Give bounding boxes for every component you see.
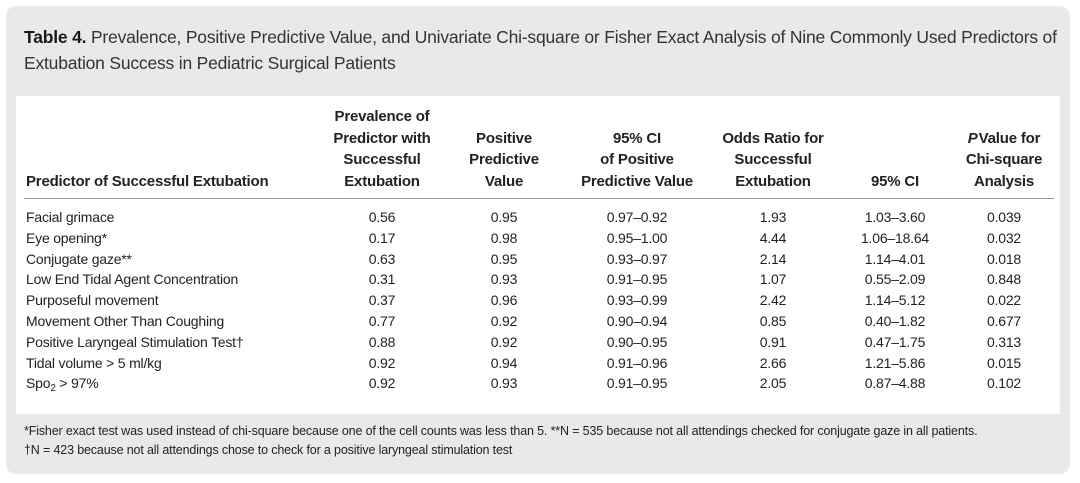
cell-predictor: Positive Laryngeal Stimulation Test†	[26, 333, 244, 350]
cell-ci-ppv: 0.90–0.95	[606, 333, 668, 350]
cell-ppv: 0.98	[490, 229, 518, 246]
cell-predictor: Conjugate gaze**	[26, 250, 132, 267]
table-row: Tidal volume > 5 ml/kg 0.92 0.94 0.91–0.…	[24, 353, 1054, 374]
table-row: Positive Laryngeal Stimulation Test† 0.8…	[24, 332, 1054, 353]
cell-p-value: 0.022	[986, 292, 1022, 309]
cell-odds-ratio: 2.66	[759, 354, 787, 371]
cell-odds-ratio: 1.07	[759, 271, 787, 288]
cell-ci: 1.21–5.86	[864, 354, 926, 371]
cell-ci: 1.14–5.12	[864, 292, 926, 309]
cell-p-value: 0.015	[986, 354, 1022, 371]
cell-ci: 0.40–1.82	[864, 312, 926, 329]
cell-ci-ppv: 0.97–0.92	[606, 209, 668, 225]
table-footnotes: *Fisher exact test was used instead of c…	[24, 422, 1068, 460]
cell-p-value: 0.039	[986, 209, 1022, 225]
cell-ci: 0.47–1.75	[864, 333, 926, 350]
table-row: Low End Tidal Agent Concentration 0.31 0…	[24, 269, 1054, 290]
header-ci: 95% CI	[836, 106, 954, 199]
cell-ppv: 0.96	[490, 292, 518, 309]
cell-p-value: 0.677	[986, 312, 1022, 329]
data-table: Predictor of Successful Extubation Preva…	[24, 106, 1054, 394]
cell-odds-ratio: 2.14	[759, 250, 787, 267]
cell-odds-ratio: 2.42	[759, 292, 787, 309]
cell-predictor: Facial grimace	[26, 209, 115, 225]
cell-ppv: 0.94	[490, 354, 518, 371]
table-row: Facial grimace 0.56 0.95 0.97–0.92 1.93 …	[24, 199, 1054, 228]
cell-ci-ppv: 0.91–0.95	[606, 271, 668, 288]
cell-ppv: 0.95	[490, 209, 518, 225]
cell-odds-ratio: 1.93	[759, 209, 787, 225]
cell-predictor: Purposeful movement	[26, 292, 159, 309]
cell-ppv: 0.93	[490, 375, 518, 392]
cell-prevalence: 0.17	[368, 229, 396, 246]
header-predictor: Predictor of Successful Extubation	[24, 106, 320, 199]
header-ci-ppv: 95% CI of Positive Predictive Value	[564, 106, 710, 199]
header-row: Predictor of Successful Extubation Preva…	[24, 106, 1054, 199]
cell-ci: 0.55–2.09	[864, 271, 926, 288]
table-caption: Table 4. Prevalence, Positive Predictive…	[24, 24, 1064, 76]
cell-prevalence: 0.92	[368, 375, 396, 392]
header-ppv: Positive Predictive Value	[444, 106, 564, 199]
cell-odds-ratio: 0.91	[759, 333, 787, 350]
table-row: Purposeful movement 0.37 0.96 0.93–0.99 …	[24, 290, 1054, 311]
table-body-area: Predictor of Successful Extubation Preva…	[16, 96, 1060, 414]
cell-ci: 1.14–4.01	[864, 250, 926, 267]
cell-ci: 0.87–4.88	[864, 375, 926, 392]
cell-odds-ratio: 2.05	[759, 375, 787, 392]
cell-prevalence: 0.37	[368, 292, 396, 309]
header-odds-ratio: Odds Ratio for Successful Extubation	[710, 106, 836, 199]
table-row: Eye opening* 0.17 0.98 0.95–1.00 4.44 1.…	[24, 228, 1054, 249]
cell-prevalence: 0.77	[368, 312, 396, 329]
cell-odds-ratio: 4.44	[759, 229, 787, 246]
header-prevalence: Prevalence of Predictor with Successful …	[320, 106, 444, 199]
cell-predictor: Eye opening*	[26, 229, 107, 246]
cell-ci-ppv: 0.91–0.96	[606, 354, 668, 371]
cell-p-value: 0.102	[986, 375, 1022, 392]
header-p-value: P Value for Chi-square Analysis	[954, 106, 1054, 199]
footnote-line: *Fisher exact test was used instead of c…	[24, 424, 978, 438]
cell-ci-ppv: 0.93–0.97	[606, 250, 668, 267]
cell-ci: 1.03–3.60	[864, 209, 926, 225]
footnote-line: †N = 423 because not all attendings chos…	[24, 443, 513, 457]
cell-p-value: 0.848	[986, 271, 1022, 288]
table-row: Conjugate gaze** 0.63 0.95 0.93–0.97 2.1…	[24, 249, 1054, 270]
table-title: Prevalence, Positive Predictive Value, a…	[24, 27, 1057, 73]
cell-prevalence: 0.88	[368, 333, 396, 350]
cell-ppv: 0.92	[490, 312, 518, 329]
cell-p-value: 0.018	[986, 250, 1022, 267]
table-row: Movement Other Than Coughing 0.77 0.92 0…	[24, 311, 1054, 332]
cell-ci-ppv: 0.95–1.00	[606, 229, 668, 246]
cell-predictor: Spo2 > 97%	[26, 375, 99, 395]
cell-p-value: 0.313	[986, 333, 1022, 350]
table-number: Table 4.	[24, 27, 87, 47]
cell-odds-ratio: 0.85	[759, 312, 787, 329]
cell-ci-ppv: 0.90–0.94	[606, 312, 668, 329]
cell-prevalence: 0.56	[368, 209, 396, 225]
cell-predictor: Low End Tidal Agent Concentration	[26, 271, 239, 288]
cell-p-value: 0.032	[986, 229, 1022, 246]
cell-predictor: Tidal volume > 5 ml/kg	[26, 354, 162, 371]
cell-prevalence: 0.92	[368, 354, 396, 371]
cell-ci: 1.06–18.64	[860, 229, 930, 246]
cell-ppv: 0.93	[490, 271, 518, 288]
cell-prevalence: 0.63	[368, 250, 396, 267]
cell-ci-ppv: 0.93–0.99	[606, 292, 668, 309]
cell-predictor: Movement Other Than Coughing	[26, 312, 225, 329]
table-row: Spo2 > 97% 0.92 0.93 0.91–0.95 2.05 0.87…	[24, 373, 1054, 394]
cell-prevalence: 0.31	[368, 271, 396, 288]
cell-ppv: 0.92	[490, 333, 518, 350]
table-card: Table 4. Prevalence, Positive Predictive…	[6, 6, 1070, 474]
cell-ci-ppv: 0.91–0.95	[606, 375, 668, 392]
cell-ppv: 0.95	[490, 250, 518, 267]
